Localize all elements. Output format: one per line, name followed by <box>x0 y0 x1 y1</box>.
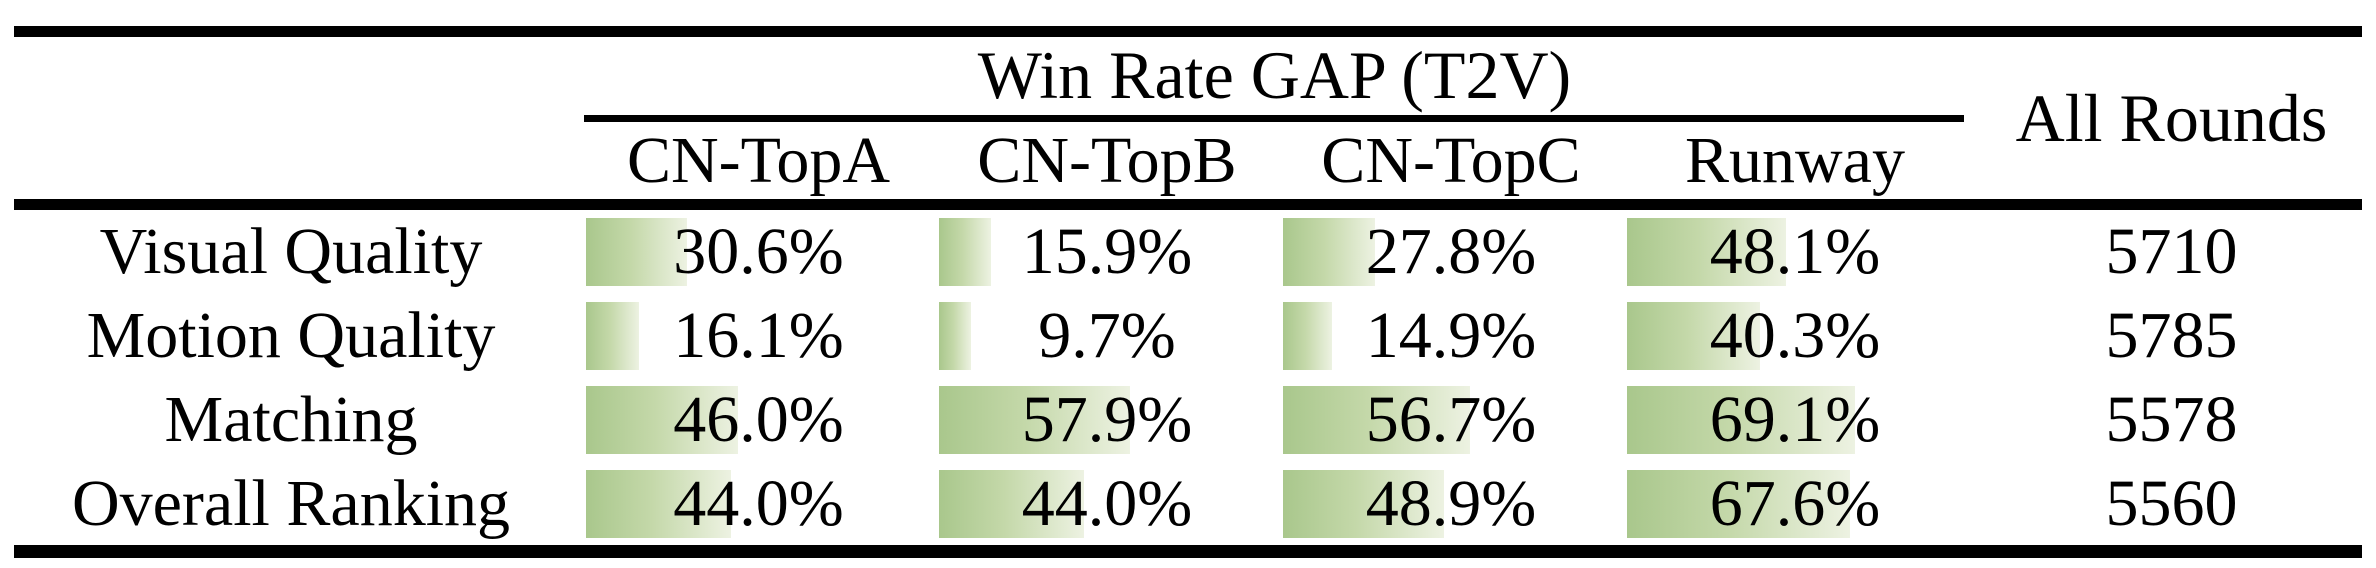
span-header-title: Win Rate GAP (T2V) <box>977 36 1572 113</box>
row-label-visual-quality: Visual Quality <box>99 215 483 288</box>
column-header-all-rounds: All Rounds <box>2015 80 2328 156</box>
win-rate-value: 56.7% <box>1365 383 1537 456</box>
win-rate-cell: 46.0% <box>582 378 935 462</box>
win-rate-value: 57.9% <box>1021 383 1193 456</box>
span-header-underline <box>584 115 1964 122</box>
win-rate-bar <box>1283 218 1375 286</box>
row-label-overall-ranking: Overall Ranking <box>71 467 511 540</box>
win-rate-bar <box>939 302 971 370</box>
column-header-runway: Runway <box>1685 123 1905 197</box>
win-rate-cell: 48.9% <box>1279 462 1623 546</box>
column-header-cn-topa: CN-TopA <box>626 123 891 197</box>
win-rate-cell: 15.9% <box>935 210 1279 294</box>
win-rate-cell: 57.9% <box>935 378 1279 462</box>
win-rate-bar <box>939 218 992 286</box>
all-rounds-value: 5560 <box>2105 467 2238 540</box>
win-rate-cell: 9.7% <box>935 294 1279 378</box>
win-rate-cell: 48.1% <box>1623 210 1967 294</box>
win-rate-cell: 44.0% <box>935 462 1279 546</box>
win-rate-value: 44.0% <box>673 467 844 540</box>
win-rate-cell: 27.8% <box>1279 210 1623 294</box>
win-rate-cell: 14.9% <box>1279 294 1623 378</box>
table-top-rule <box>14 26 2362 37</box>
win-rate-value: 44.0% <box>1021 467 1193 540</box>
win-rate-value: 16.1% <box>673 299 844 372</box>
win-rate-value: 69.1% <box>1709 383 1881 456</box>
all-rounds-value: 5578 <box>2105 383 2238 456</box>
win-rate-value: 48.1% <box>1709 215 1881 288</box>
all-rounds-value: 5785 <box>2105 299 2238 372</box>
win-rate-cell: 40.3% <box>1623 294 1967 378</box>
win-rate-bar <box>586 218 687 286</box>
table-grid: Win Rate GAP (T2V) All Rounds CN-TopA CN… <box>0 37 2376 546</box>
win-rate-value: 15.9% <box>1021 215 1193 288</box>
column-header-cn-topb: CN-TopB <box>977 123 1237 197</box>
win-rate-cell: 44.0% <box>582 462 935 546</box>
column-header-cn-topc: CN-TopC <box>1321 123 1581 197</box>
win-rate-value: 46.0% <box>673 383 844 456</box>
win-rate-bar <box>1283 302 1333 370</box>
win-rate-value: 9.7% <box>1038 299 1176 372</box>
win-rate-cell: 69.1% <box>1623 378 1967 462</box>
table-bottom-rule <box>14 545 2362 558</box>
win-rate-cell: 16.1% <box>582 294 935 378</box>
win-rate-bar <box>586 302 640 370</box>
win-rate-value: 48.9% <box>1365 467 1537 540</box>
win-rate-value: 14.9% <box>1365 299 1537 372</box>
table-header-rule <box>14 199 2362 210</box>
win-rate-value: 27.8% <box>1365 215 1537 288</box>
row-label-matching: Matching <box>164 383 418 456</box>
win-rate-value: 67.6% <box>1709 467 1881 540</box>
all-rounds-value: 5710 <box>2105 215 2238 288</box>
row-label-motion-quality: Motion Quality <box>86 299 496 372</box>
win-rate-value: 30.6% <box>673 215 844 288</box>
win-rate-cell: 56.7% <box>1279 378 1623 462</box>
win-rate-cell: 30.6% <box>582 210 935 294</box>
win-rate-cell: 67.6% <box>1623 462 1967 546</box>
win-rate-value: 40.3% <box>1709 299 1881 372</box>
